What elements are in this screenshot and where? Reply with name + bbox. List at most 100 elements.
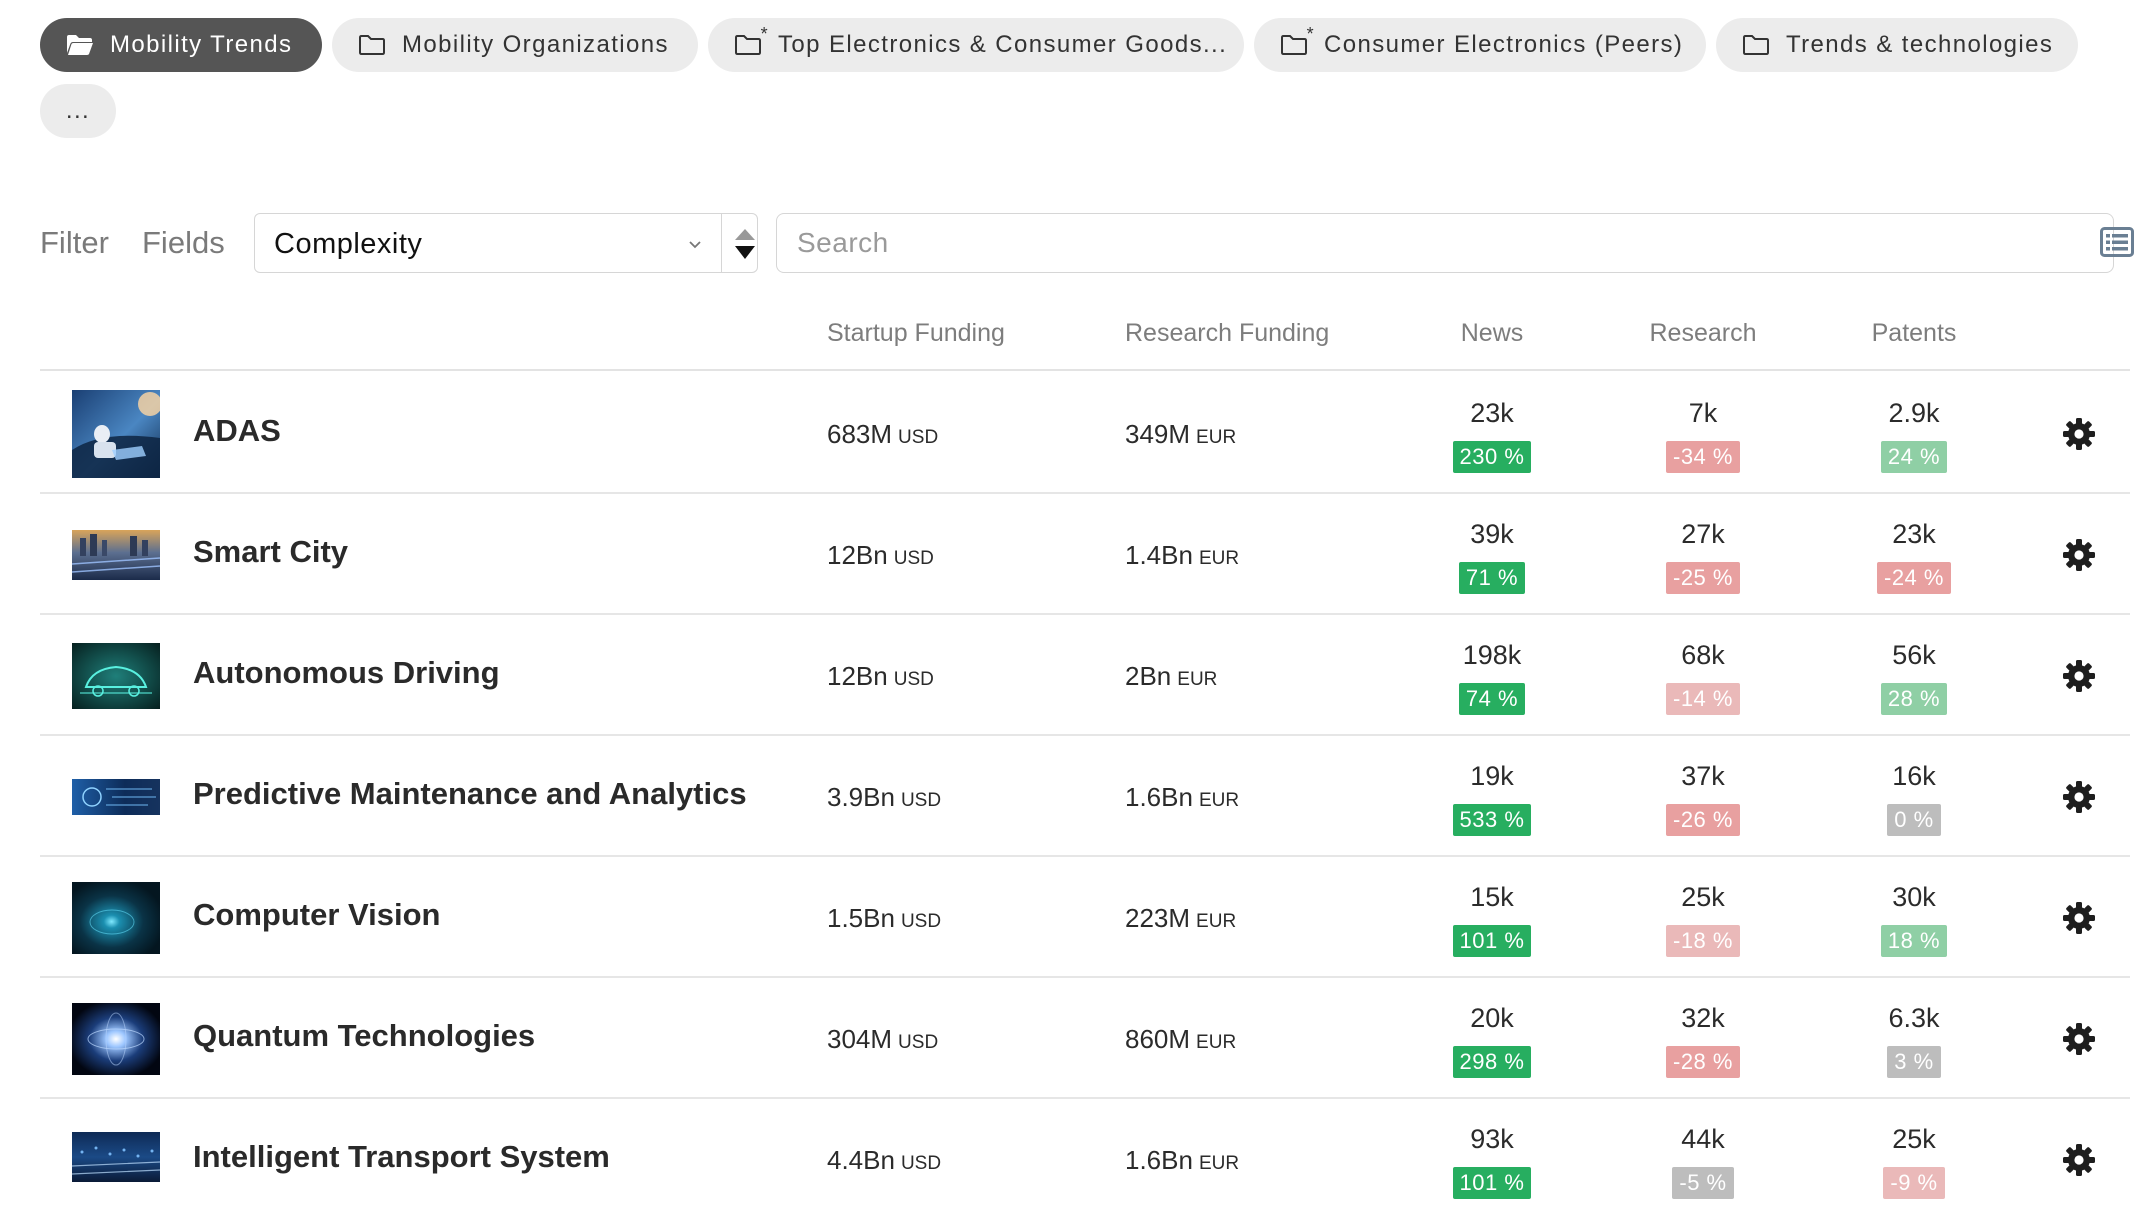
metric-value: 68k <box>1681 640 1725 670</box>
startup-funding-value: 3.9Bn USD <box>827 782 942 812</box>
news-metric: 23k 230 % <box>1422 397 1562 473</box>
gear-icon[interactable] <box>2062 538 2096 572</box>
research-change-badge: -14 % <box>1666 683 1740 715</box>
trend-name[interactable]: ADAS <box>193 413 281 448</box>
list-view-icon[interactable] <box>2100 227 2134 257</box>
metric-value: 19k <box>1470 761 1514 791</box>
collection-tabs: Mobility Trends Mobility Organizations *… <box>40 18 2120 148</box>
select-divider <box>721 214 722 272</box>
more-tabs-button[interactable]: ... <box>40 84 116 138</box>
sort-select-value: Complexity <box>274 228 423 260</box>
news-metric: 39k 71 % <box>1422 518 1562 594</box>
adas-image <box>72 390 160 478</box>
startup-funding-value: 683M USD <box>827 419 939 449</box>
table-row[interactable]: Quantum Technologies 304M USD 860M EUR 20k… <box>40 978 2130 1099</box>
tab-consumer-electronics-peers[interactable]: * Consumer Electronics (Peers) <box>1254 18 1706 72</box>
trend-name[interactable]: Smart City <box>193 534 349 569</box>
patents-metric: 23k -24 % <box>1844 518 1984 594</box>
patents-change-badge: -9 % <box>1883 1167 1945 1199</box>
gear-icon[interactable] <box>2062 1022 2096 1056</box>
news-change-badge: 230 % <box>1452 441 1532 473</box>
table-row[interactable]: Computer Vision 1.5Bn USD 223M EUR 15k 101 … <box>40 857 2130 978</box>
research-change-badge: -28 % <box>1666 1046 1740 1078</box>
research-change-badge: -5 % <box>1672 1167 1734 1199</box>
tab-mobility-trends[interactable]: Mobility Trends <box>40 18 322 72</box>
gear-icon[interactable] <box>2062 1143 2096 1177</box>
trend-name[interactable]: Computer Vision <box>193 897 441 932</box>
fields-button[interactable]: Fields <box>142 225 225 260</box>
tab-label: Mobility Organizations <box>402 31 669 58</box>
table-row[interactable]: Intelligent Transport System 4.4Bn USD 1.… <box>40 1099 2130 1206</box>
star-marker: * <box>760 24 769 44</box>
startup-funding-value: 4.4Bn USD <box>827 1145 942 1175</box>
news-change-badge: 533 % <box>1452 804 1532 836</box>
tab-mobility-organizations[interactable]: Mobility Organizations <box>332 18 698 72</box>
research-metric: 32k -28 % <box>1633 1002 1773 1078</box>
column-research-funding[interactable]: Research Funding <box>1125 319 1330 347</box>
sort-direction-icon[interactable] <box>733 226 757 262</box>
news-change-badge: 101 % <box>1452 1167 1532 1199</box>
folder-open-icon <box>66 34 94 56</box>
metric-value: 7k <box>1688 398 1718 428</box>
patents-change-badge: 3 % <box>1887 1046 1941 1078</box>
gear-icon[interactable] <box>2062 780 2096 814</box>
metric-value: 39k <box>1470 519 1514 549</box>
filter-button[interactable]: Filter <box>40 225 109 260</box>
news-metric: 93k 101 % <box>1422 1123 1562 1199</box>
patents-metric: 30k 18 % <box>1844 881 1984 957</box>
metric-value: 56k <box>1892 640 1936 670</box>
smart-city-image <box>72 530 160 580</box>
tab-label: Consumer Electronics (Peers) <box>1324 31 1684 58</box>
news-change-badge: 101 % <box>1452 925 1532 957</box>
tab-label: Trends & technologies <box>1786 31 2054 58</box>
research-funding-value: 1.4Bn EUR <box>1125 540 1240 570</box>
metric-value: 44k <box>1681 1124 1725 1154</box>
gear-icon[interactable] <box>2062 659 2096 693</box>
table-row[interactable]: Predictive Maintenance and Analytics 3.9… <box>40 736 2130 857</box>
column-research[interactable]: Research <box>1649 319 1757 347</box>
news-change-badge: 71 % <box>1458 562 1526 594</box>
metric-value: 25k <box>1681 882 1725 912</box>
research-change-badge: -18 % <box>1666 925 1740 957</box>
patents-change-badge: 18 % <box>1880 925 1948 957</box>
column-news[interactable]: News <box>1460 319 1524 347</box>
column-startup-funding[interactable]: Startup Funding <box>827 319 1005 347</box>
trend-name[interactable]: Predictive Maintenance and Analytics <box>193 776 747 811</box>
patents-change-badge: 28 % <box>1880 683 1948 715</box>
sort-select[interactable]: Complexity <box>254 213 758 273</box>
startup-funding-value: 304M USD <box>827 1024 939 1054</box>
metric-value: 20k <box>1470 1003 1514 1033</box>
patents-change-badge: -24 % <box>1877 562 1951 594</box>
metric-value: 27k <box>1681 519 1725 549</box>
gear-icon[interactable] <box>2062 901 2096 935</box>
research-funding-value: 860M EUR <box>1125 1024 1237 1054</box>
table-row[interactable]: Autonomous Driving 12Bn USD 2Bn EUR 198k 74… <box>40 615 2130 736</box>
trend-name[interactable]: Autonomous Driving <box>193 655 500 690</box>
news-metric: 20k 298 % <box>1422 1002 1562 1078</box>
chevron-down-icon <box>685 234 705 254</box>
metric-value: 32k <box>1681 1003 1725 1033</box>
metric-value: 37k <box>1681 761 1725 791</box>
table-row[interactable]: ADAS 683M USD 349M EUR 23k 230 % 7k -34 % 2.… <box>40 373 2130 494</box>
search-input[interactable] <box>776 213 2114 273</box>
intelligent-transport-image <box>72 1132 160 1182</box>
trend-name[interactable]: Quantum Technologies <box>193 1018 536 1053</box>
folder-icon <box>358 34 386 56</box>
research-metric: 68k -14 % <box>1633 639 1773 715</box>
quantum-technologies-image <box>72 1003 160 1075</box>
tab-trends-technologies[interactable]: Trends & technologies <box>1716 18 2078 72</box>
patents-change-badge: 24 % <box>1880 441 1948 473</box>
column-patents[interactable]: Patents <box>1871 319 1957 347</box>
patents-metric: 6.3k 3 % <box>1844 1002 1984 1078</box>
gear-icon[interactable] <box>2062 417 2096 451</box>
table-row[interactable]: Smart City 12Bn USD 1.4Bn EUR 39k 71 % 27k -… <box>40 494 2130 615</box>
toolbar: Filter Fields Complexity <box>40 213 2134 273</box>
metric-value: 16k <box>1892 761 1936 791</box>
research-funding-value: 2Bn EUR <box>1125 661 1218 691</box>
research-metric: 44k -5 % <box>1633 1123 1773 1199</box>
trend-name[interactable]: Intelligent Transport System <box>193 1139 610 1174</box>
tab-top-electronics[interactable]: * Top Electronics & Consumer Goods... <box>708 18 1244 72</box>
news-change-badge: 298 % <box>1452 1046 1532 1078</box>
metric-value: 23k <box>1470 398 1514 428</box>
research-funding-value: 1.6Bn EUR <box>1125 782 1240 812</box>
